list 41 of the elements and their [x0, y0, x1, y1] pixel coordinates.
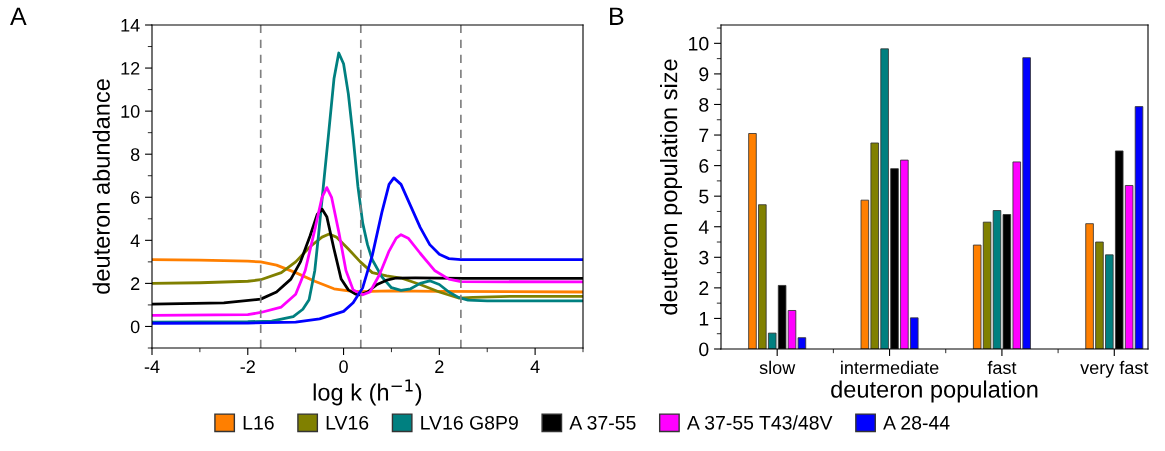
y-tick-label: 4: [698, 220, 709, 234]
y-tick-label: 6: [131, 191, 140, 204]
x-tick-label: -4: [144, 360, 160, 373]
line-series: [152, 51, 583, 324]
x-tick-label: intermediate: [841, 360, 939, 375]
y-tick-label: 2: [699, 281, 709, 295]
x-tick-label: -2: [240, 360, 255, 373]
legend-label: LV16 G8P9: [421, 415, 518, 430]
legend-label: L16: [243, 415, 274, 430]
y-tick-label: 8: [130, 148, 140, 161]
x-axis-title: deuteron population: [831, 380, 1038, 403]
y-tick-label: 9: [699, 67, 709, 82]
y-tick-label: 2: [131, 277, 140, 290]
y-tick-label: 3: [699, 250, 709, 265]
y-tick-label: 1: [699, 312, 709, 326]
y-tick-label: 10: [689, 36, 709, 51]
x-axis-title: log k (h$^{−1}$): [313, 379, 422, 406]
y-tick-label: 7: [699, 128, 709, 143]
legend-label: A 37-55: [569, 415, 636, 430]
y-tick-label: 6: [699, 159, 709, 173]
y-tick-label: 5: [699, 189, 709, 204]
x-tick-label: 4: [530, 360, 540, 373]
y-tick-label: 0: [130, 320, 140, 334]
y-tick-label: 14: [121, 19, 140, 32]
legend-label: LV16: [326, 415, 369, 430]
y-tick-label: 0: [699, 342, 709, 357]
y-tick-label: 10: [121, 105, 140, 118]
x-tick-label: fast: [987, 360, 1017, 375]
y-tick-label: 4: [130, 234, 140, 247]
y-axis-title: deuteron population size: [660, 59, 683, 315]
legend-label: A 28-44: [883, 415, 950, 430]
text: B: [610, 7, 624, 25]
legend-label: A 37-55 T43/48V: [686, 415, 833, 430]
x-tick-label: very fast: [1080, 360, 1149, 378]
x-tick-label: 2: [435, 360, 444, 373]
y-tick-label: 12: [121, 62, 140, 75]
x-tick-label: 0: [339, 360, 348, 374]
y-tick-label: 8: [699, 97, 709, 112]
y-axis-title: deuteron abundance: [92, 79, 110, 294]
x-tick-label: slow: [759, 360, 796, 375]
text: A: [10, 7, 27, 25]
